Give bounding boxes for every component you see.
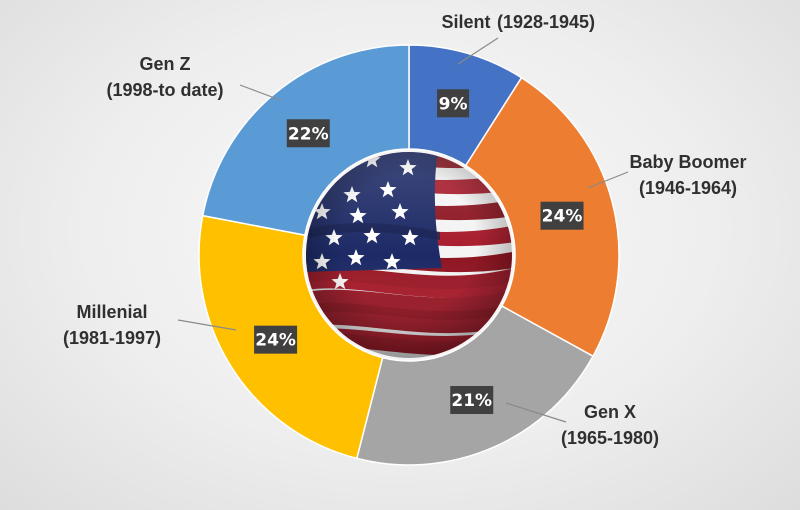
slice-gen-x [355,305,595,466]
pct-label-gen-z: 22% [288,124,329,144]
category-range-millenial: (1981-1997) [63,328,161,348]
pct-label-baby-boomer: 24% [542,207,583,227]
category-label-baby-boomer: Baby Boomer [629,152,746,172]
category-label-millenial: Millenial [76,302,147,322]
category-label-gen-x: Gen X [584,402,636,422]
category-range-silent: (1928-1945) [497,12,595,32]
pct-label-silent: 9% [439,94,468,114]
pct-label-box-baby-boomer [540,201,584,230]
pct-label-box-gen-x [450,386,494,415]
category-range-gen-x: (1965-1980) [561,428,659,448]
leader-line-baby-boomer [587,171,629,189]
pct-label-millenial: 24% [255,331,296,351]
category-range-baby-boomer: (1946-1964) [639,178,737,198]
category-range-gen-z: (1998-to date) [106,80,223,100]
category-label-silent: Silent [441,12,490,32]
leader-line-millenial [177,319,237,331]
leader-line-gen-z [239,84,281,101]
leader-line-gen-x [505,402,567,423]
american-flag-image [306,152,512,358]
pct-label-gen-x: 21% [451,391,492,411]
pct-label-box-gen-z [286,119,330,148]
leader-line-silent [457,37,499,65]
pct-label-box-silent [437,89,470,118]
pct-label-box-millenial [254,325,298,354]
category-label-gen-z: Gen Z [139,54,190,74]
